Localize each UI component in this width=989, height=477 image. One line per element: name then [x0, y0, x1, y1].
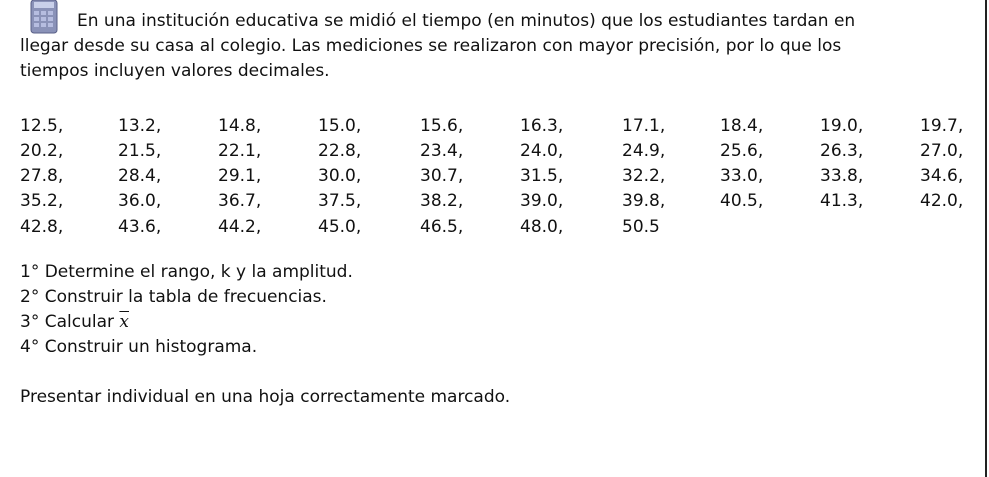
data-value: 33.8, [820, 166, 864, 186]
intro-line-1: En una institución educativa se midió el… [77, 11, 856, 31]
intro-line-3: tiempos incluyen valores decimales. [20, 61, 330, 81]
task-3: 3° Calcular x [20, 312, 129, 332]
data-value: 22.8, [318, 141, 362, 161]
data-value: 41.3, [820, 191, 864, 211]
data-value: 48.0, [520, 217, 564, 237]
task-1: 1° Determine el rango, k y la amplitud. [20, 262, 353, 282]
data-row: 27.8, 28.4, 29.1, 30.0, 30.7, 31.5, 32.2, 33.0,… [0, 165, 989, 187]
task-2: 2° Construir la tabla de frecuencias. [20, 287, 327, 307]
data-value: 42.8, [20, 217, 64, 237]
data-value: 36.7, [218, 191, 262, 211]
intro-line-2: llegar desde su casa al colegio. Las med… [20, 36, 842, 56]
data-value: 13.2, [118, 116, 162, 136]
data-value: 29.1, [218, 166, 262, 186]
data-value: 15.6, [420, 116, 464, 136]
data-value: 50.5 [622, 217, 660, 237]
data-value: 39.8, [622, 191, 666, 211]
data-value: 27.8, [20, 166, 64, 186]
data-value: 18.4, [720, 116, 764, 136]
data-value: 45.0, [318, 217, 362, 237]
data-row: 12.5, 13.2, 14.8, 15.0, 15.6, 16.3, 17.1, 18.4,… [0, 115, 989, 137]
data-value: 35.2, [20, 191, 64, 211]
footer-instruction: Presentar individual en una hoja correct… [20, 387, 511, 407]
data-value: 26.3, [820, 141, 864, 161]
calculator-icon [30, 0, 58, 34]
data-value: 22.1, [218, 141, 262, 161]
data-value: 19.0, [820, 116, 864, 136]
data-value: 27.0, [920, 141, 964, 161]
data-value: 44.2, [218, 217, 262, 237]
data-value: 24.0, [520, 141, 564, 161]
data-value: 38.2, [420, 191, 464, 211]
x-bar-symbol: x [119, 312, 129, 332]
data-value: 17.1, [622, 116, 666, 136]
data-value: 19.7, [920, 116, 964, 136]
data-value: 14.8, [218, 116, 262, 136]
data-value: 30.0, [318, 166, 362, 186]
data-value: 28.4, [118, 166, 162, 186]
data-value: 25.6, [720, 141, 764, 161]
data-value: 32.2, [622, 166, 666, 186]
task-3-text: 3° Calcular [20, 312, 120, 332]
data-value: 20.2, [20, 141, 64, 161]
page-edge-line [985, 0, 987, 477]
data-value: 12.5, [20, 116, 64, 136]
data-value: 34.6, [920, 166, 964, 186]
data-value: 40.5, [720, 191, 764, 211]
data-value: 37.5, [318, 191, 362, 211]
data-value: 24.9, [622, 141, 666, 161]
data-row: 42.8, 43.6, 44.2, 45.0, 46.5, 48.0, 50.5 [0, 216, 989, 238]
data-value: 16.3, [520, 116, 564, 136]
data-value: 30.7, [420, 166, 464, 186]
data-value: 31.5, [520, 166, 564, 186]
data-value: 39.0, [520, 191, 564, 211]
task-4: 4° Construir un histograma. [20, 337, 258, 357]
data-row: 35.2, 36.0, 36.7, 37.5, 38.2, 39.0, 39.8, 40.5,… [0, 190, 989, 212]
data-value: 43.6, [118, 217, 162, 237]
data-row: 20.2, 21.5, 22.1, 22.8, 23.4, 24.0, 24.9, 25.6,… [0, 140, 989, 162]
data-value: 42.0, [920, 191, 964, 211]
data-value: 23.4, [420, 141, 464, 161]
data-value: 15.0, [318, 116, 362, 136]
data-value: 33.0, [720, 166, 764, 186]
data-value: 46.5, [420, 217, 464, 237]
data-value: 21.5, [118, 141, 162, 161]
data-value: 36.0, [118, 191, 162, 211]
